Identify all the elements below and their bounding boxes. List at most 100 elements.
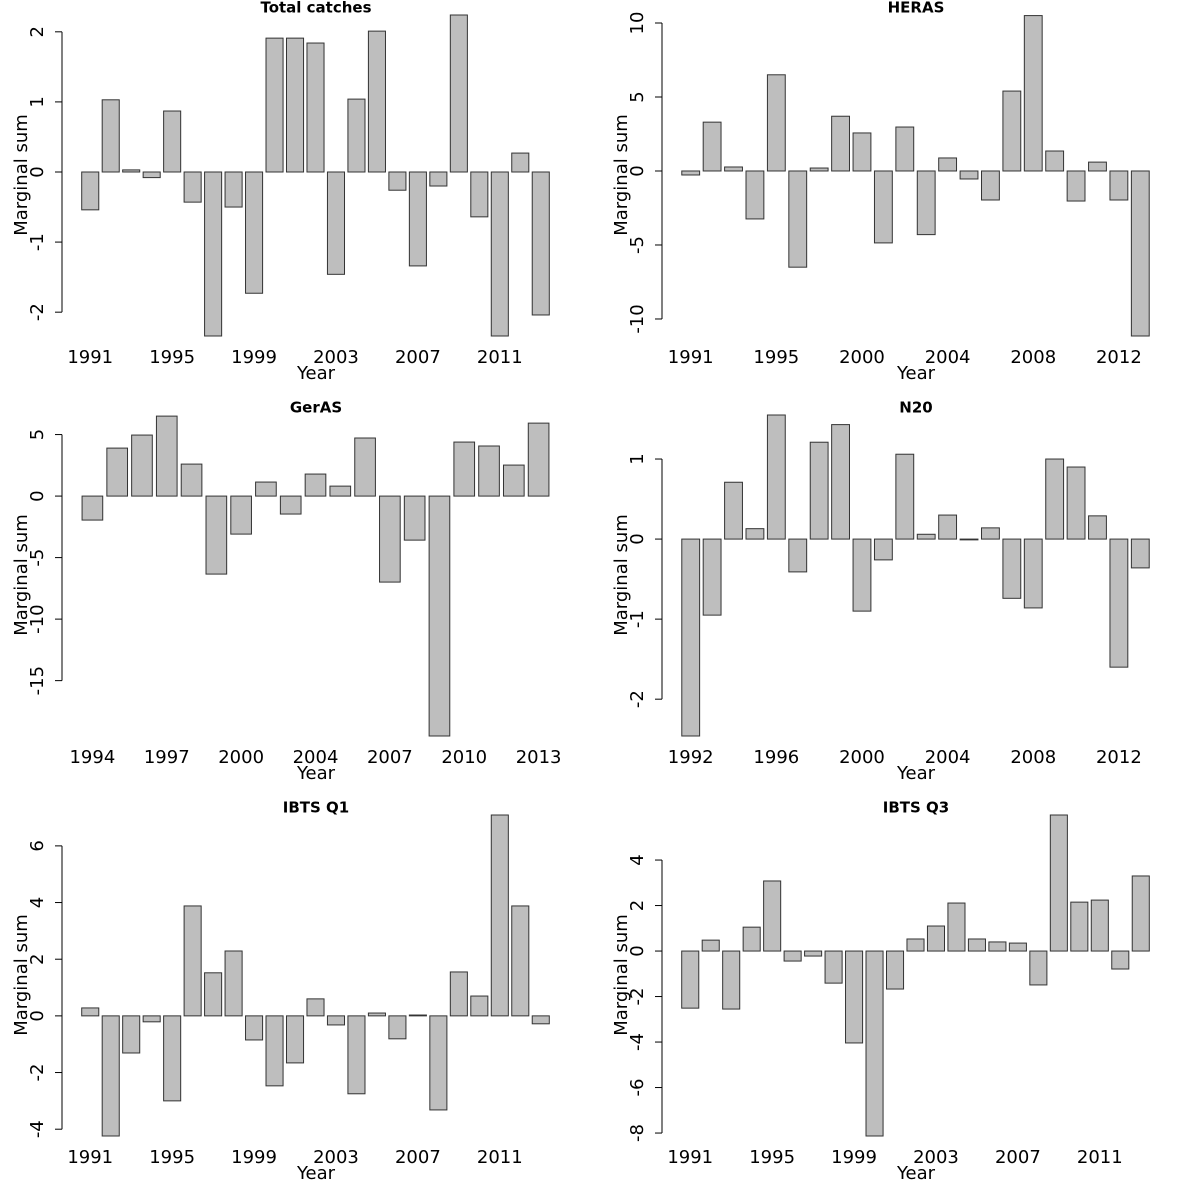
bar bbox=[81, 171, 100, 211]
bar bbox=[938, 514, 958, 540]
y-tick-label: -15 bbox=[27, 666, 48, 695]
x-tick-label: 2012 bbox=[1096, 347, 1142, 368]
y-tick-label: -5 bbox=[627, 236, 648, 254]
chart-title: IBTS Q3 bbox=[883, 799, 949, 817]
y-tick-label: -2 bbox=[27, 1064, 48, 1082]
bar bbox=[204, 171, 223, 337]
bar bbox=[681, 170, 701, 176]
x-tick-label: 1997 bbox=[144, 747, 190, 768]
bar bbox=[967, 938, 986, 952]
bar bbox=[255, 481, 277, 497]
y-tick-label: 0 bbox=[27, 166, 48, 177]
y-tick-label: -10 bbox=[27, 604, 48, 633]
bar bbox=[285, 1015, 305, 1064]
bar bbox=[947, 902, 966, 952]
y-tick-label: 5 bbox=[27, 429, 48, 440]
bar bbox=[531, 1015, 550, 1025]
x-tick-label: 1999 bbox=[231, 1147, 277, 1168]
x-tick-label: 2000 bbox=[839, 747, 885, 768]
x-tick-label: 2000 bbox=[839, 347, 885, 368]
bar bbox=[408, 1014, 427, 1017]
x-tick-label: 2010 bbox=[441, 747, 487, 768]
bar bbox=[511, 152, 530, 173]
y-tick-label: 2 bbox=[27, 953, 48, 964]
y-tick-label: 0 bbox=[627, 165, 648, 176]
bar bbox=[354, 437, 376, 497]
x-tick-label: 2003 bbox=[313, 347, 359, 368]
bar bbox=[873, 538, 893, 561]
y-tick-label: 0 bbox=[27, 1010, 48, 1021]
bar bbox=[1023, 538, 1043, 609]
x-tick-label: 1991 bbox=[67, 1147, 113, 1168]
x-tick-label: 2007 bbox=[367, 747, 413, 768]
bar bbox=[852, 538, 872, 612]
y-tick-label: -2 bbox=[627, 988, 648, 1006]
x-tick-label: 1999 bbox=[831, 1147, 877, 1168]
bar bbox=[367, 1012, 386, 1017]
bar bbox=[1109, 538, 1129, 668]
bar bbox=[1070, 901, 1089, 952]
bar bbox=[306, 42, 325, 173]
bar bbox=[180, 463, 203, 497]
x-axis-label: Year bbox=[896, 1163, 936, 1184]
bar bbox=[722, 950, 741, 1010]
bar bbox=[766, 414, 786, 540]
bar bbox=[329, 485, 352, 497]
x-tick-label: 2007 bbox=[995, 1147, 1041, 1168]
bar bbox=[224, 171, 243, 208]
bar bbox=[245, 171, 264, 294]
bar bbox=[142, 171, 161, 179]
bar bbox=[490, 814, 509, 1017]
bar bbox=[702, 121, 722, 172]
bar bbox=[701, 939, 720, 952]
bar bbox=[895, 453, 915, 540]
bar bbox=[163, 1015, 182, 1102]
x-axis-label: Year bbox=[896, 763, 936, 784]
x-axis-label: Year bbox=[896, 363, 936, 384]
bar bbox=[804, 950, 823, 957]
x-tick-label: 1991 bbox=[668, 347, 714, 368]
y-tick-label: 0 bbox=[627, 533, 648, 544]
bar bbox=[81, 495, 104, 521]
x-tick-label: 2004 bbox=[925, 747, 971, 768]
bar bbox=[1002, 538, 1022, 599]
bar bbox=[367, 30, 386, 173]
bar bbox=[388, 1015, 407, 1040]
bar bbox=[230, 495, 252, 535]
x-axis-label: Year bbox=[296, 763, 336, 784]
x-tick-label: 2011 bbox=[477, 1147, 523, 1168]
bar bbox=[845, 950, 864, 1044]
y-tick-label: -1 bbox=[627, 610, 648, 628]
x-tick-label: 2004 bbox=[925, 347, 971, 368]
bar bbox=[745, 528, 765, 540]
bar bbox=[885, 950, 905, 990]
bar bbox=[724, 481, 743, 540]
bar bbox=[347, 98, 366, 173]
x-tick-label: 1996 bbox=[753, 747, 799, 768]
bar bbox=[865, 950, 884, 1137]
bar bbox=[511, 905, 530, 1017]
bar bbox=[470, 995, 489, 1017]
x-tick-label: 1999 bbox=[231, 347, 277, 368]
y-tick-label: 1 bbox=[627, 453, 648, 464]
bar bbox=[702, 538, 722, 616]
bar bbox=[1131, 875, 1150, 952]
y-tick-label: -1 bbox=[27, 233, 48, 251]
bar bbox=[788, 538, 808, 573]
bar bbox=[1088, 515, 1107, 540]
bar bbox=[408, 171, 427, 267]
x-tick-label: 2004 bbox=[293, 747, 339, 768]
bar bbox=[1029, 950, 1048, 986]
bar bbox=[916, 170, 936, 236]
x-tick-label: 2000 bbox=[218, 747, 264, 768]
bar bbox=[490, 171, 509, 337]
y-tick-label: -10 bbox=[627, 304, 648, 333]
bar bbox=[429, 171, 448, 187]
bar bbox=[766, 74, 786, 172]
y-tick-label: 0 bbox=[627, 945, 648, 956]
bar bbox=[183, 171, 202, 203]
x-tick-label: 2011 bbox=[1077, 1147, 1123, 1168]
bar bbox=[163, 110, 182, 173]
x-tick-label: 1991 bbox=[67, 347, 113, 368]
x-tick-label: 1994 bbox=[69, 747, 115, 768]
